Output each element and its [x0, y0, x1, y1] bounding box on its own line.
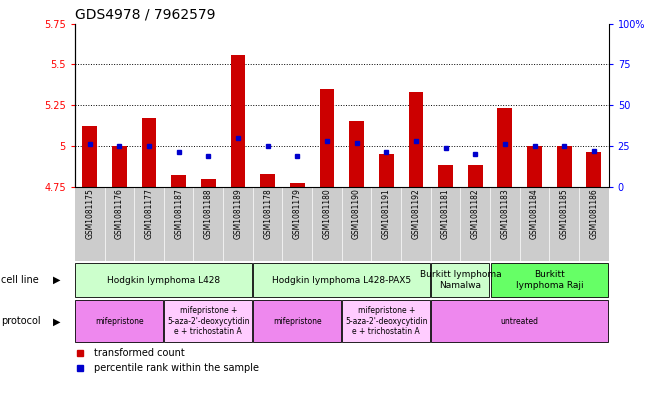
Bar: [587, 152, 602, 187]
Bar: [527, 146, 542, 187]
Text: mifepristone +
5-aza-2'-deoxycytidin
e + trichostatin A: mifepristone + 5-aza-2'-deoxycytidin e +…: [345, 307, 428, 336]
Text: Hodgkin lymphoma L428: Hodgkin lymphoma L428: [107, 275, 221, 285]
Bar: [379, 154, 394, 187]
Text: GSM1081185: GSM1081185: [560, 188, 569, 239]
Text: Hodgkin lymphoma L428-PAX5: Hodgkin lymphoma L428-PAX5: [272, 275, 411, 285]
Bar: [290, 184, 305, 187]
Text: cell line: cell line: [1, 275, 39, 285]
Bar: [432, 301, 608, 342]
Text: GSM1081189: GSM1081189: [234, 188, 242, 239]
Text: GSM1081191: GSM1081191: [381, 188, 391, 239]
Text: GSM1081181: GSM1081181: [441, 188, 450, 239]
Text: GSM1081184: GSM1081184: [530, 188, 539, 239]
Text: GSM1081180: GSM1081180: [322, 188, 331, 239]
Text: GSM1081175: GSM1081175: [85, 188, 94, 239]
Bar: [409, 92, 423, 187]
Bar: [75, 187, 609, 261]
Text: GSM1081192: GSM1081192: [411, 188, 421, 239]
Text: GSM1081190: GSM1081190: [352, 188, 361, 239]
Bar: [76, 263, 252, 297]
Text: untreated: untreated: [501, 317, 539, 326]
Bar: [349, 121, 364, 187]
Text: ▶: ▶: [53, 275, 61, 285]
Text: GSM1081188: GSM1081188: [204, 188, 213, 239]
Text: GDS4978 / 7962579: GDS4978 / 7962579: [75, 7, 215, 21]
Bar: [432, 263, 490, 297]
Bar: [342, 301, 430, 342]
Text: GSM1081179: GSM1081179: [293, 188, 302, 239]
Text: percentile rank within the sample: percentile rank within the sample: [94, 363, 258, 373]
Text: ▶: ▶: [53, 316, 61, 326]
Text: mifepristone: mifepristone: [273, 317, 322, 326]
Bar: [468, 165, 482, 187]
Text: GSM1081183: GSM1081183: [501, 188, 509, 239]
Bar: [76, 301, 163, 342]
Text: GSM1081187: GSM1081187: [174, 188, 183, 239]
Bar: [557, 146, 572, 187]
Bar: [112, 146, 127, 187]
Bar: [82, 126, 97, 187]
Text: Burkitt
lymphoma Raji: Burkitt lymphoma Raji: [516, 270, 583, 290]
Text: transformed count: transformed count: [94, 348, 184, 358]
Bar: [165, 301, 252, 342]
Text: GSM1081186: GSM1081186: [589, 188, 598, 239]
Text: GSM1081182: GSM1081182: [471, 188, 480, 239]
Text: protocol: protocol: [1, 316, 41, 326]
Text: Burkitt lymphoma
Namalwa: Burkitt lymphoma Namalwa: [420, 270, 501, 290]
Bar: [260, 174, 275, 187]
Text: GSM1081178: GSM1081178: [263, 188, 272, 239]
Bar: [201, 178, 215, 187]
Bar: [171, 175, 186, 187]
Bar: [320, 89, 335, 187]
Bar: [230, 55, 245, 187]
Bar: [253, 263, 430, 297]
Bar: [253, 301, 341, 342]
Text: GSM1081176: GSM1081176: [115, 188, 124, 239]
Bar: [438, 165, 453, 187]
Bar: [142, 118, 156, 187]
Text: mifepristone: mifepristone: [95, 317, 144, 326]
Text: mifepristone +
5-aza-2'-deoxycytidin
e + trichostatin A: mifepristone + 5-aza-2'-deoxycytidin e +…: [167, 307, 249, 336]
Text: GSM1081177: GSM1081177: [145, 188, 154, 239]
Bar: [497, 108, 512, 187]
Bar: [491, 263, 608, 297]
